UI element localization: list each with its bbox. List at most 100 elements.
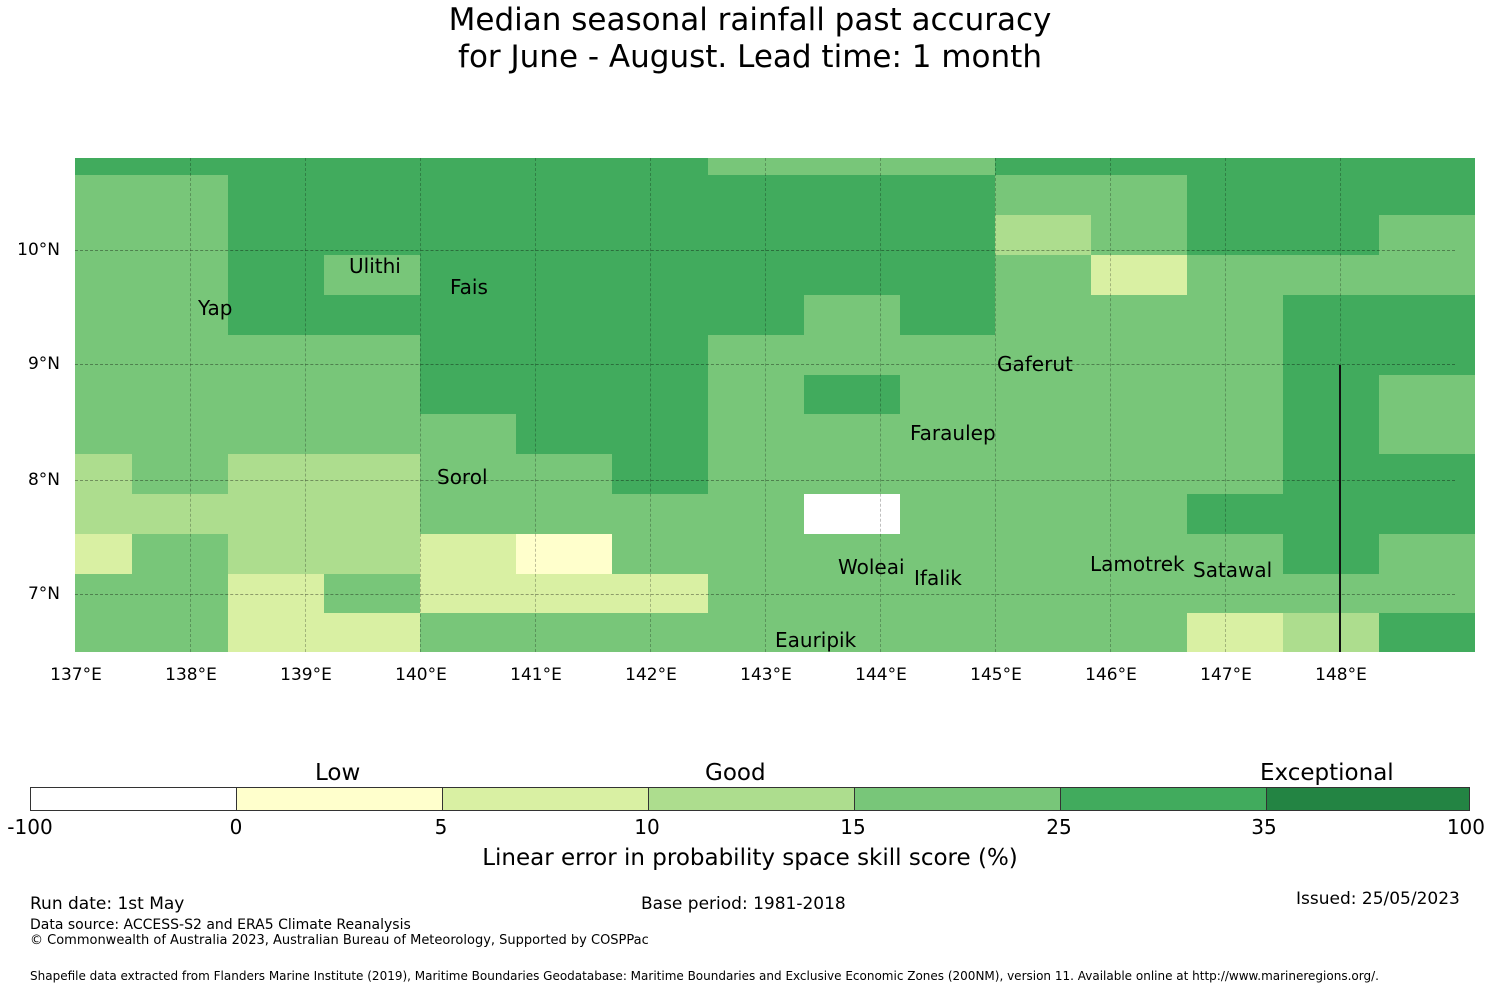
place-label: Lamotrek — [1090, 552, 1185, 576]
lon-label-141e: 141°E — [510, 665, 562, 685]
grid-cell — [1283, 215, 1379, 255]
grid-cell — [1187, 494, 1283, 534]
grid-cell — [75, 158, 132, 175]
grid-cell — [75, 295, 132, 335]
grid-cell — [324, 295, 420, 335]
grid-cell — [1187, 175, 1283, 215]
colorbar-tick: 5 — [434, 815, 448, 839]
grid-cell — [228, 255, 324, 295]
lat-label-8n: 8°N — [27, 470, 60, 490]
latitude-gridline — [75, 250, 1455, 251]
grid-cell — [420, 215, 516, 255]
place-label: Fais — [450, 275, 488, 299]
grid-cell — [420, 375, 516, 414]
colorbar-label: Linear error in probability space skill … — [482, 845, 1018, 871]
issued-date: Issued: 25/05/2023 — [1296, 889, 1460, 909]
grid-cell — [420, 414, 516, 454]
latitude-gridline — [75, 594, 1455, 595]
grid-cell — [804, 295, 900, 335]
grid-cell — [324, 574, 420, 613]
place-label: Ulithi — [349, 254, 401, 278]
grid-cell — [516, 295, 612, 335]
grid-cell — [132, 295, 228, 335]
grid-cell — [1187, 295, 1283, 335]
grid-cell — [995, 613, 1091, 652]
grid-cell — [900, 613, 995, 652]
grid-cell — [1283, 454, 1379, 494]
grid-cell — [804, 574, 900, 613]
grid-cell — [132, 494, 228, 534]
grid-cell — [228, 454, 324, 494]
colorbar-tick: 0 — [229, 815, 243, 839]
grid-cell — [516, 158, 612, 175]
shapefile-credit: Shapefile data extracted from Flanders M… — [30, 969, 1379, 983]
grid-cell — [995, 175, 1091, 215]
latitude-gridline — [75, 480, 1455, 481]
grid-cell — [516, 335, 612, 375]
grid-cell — [75, 215, 132, 255]
grid-cell — [132, 255, 228, 295]
grid-cell — [1187, 574, 1283, 613]
longitude-gridline — [1110, 158, 1111, 652]
grid-cell — [228, 215, 324, 255]
grid-cell — [228, 574, 324, 613]
grid-cell — [516, 574, 612, 613]
grid-cell — [516, 414, 612, 454]
grid-cell — [612, 574, 708, 613]
grid-cell — [900, 414, 995, 454]
grid-cell — [420, 454, 516, 494]
grid-cell — [900, 158, 995, 175]
colorbar-tick: 100 — [1446, 815, 1485, 839]
grid-cell — [324, 175, 420, 215]
grid-cell — [420, 494, 516, 534]
grid-cell — [1379, 375, 1475, 414]
grid-cell — [324, 158, 420, 175]
colorbar-segment — [443, 788, 649, 810]
grid-cell — [1283, 158, 1379, 175]
grid-cell — [1187, 375, 1283, 414]
grid-cell — [1187, 158, 1283, 175]
colorbar-tick: 25 — [1046, 815, 1072, 839]
grid-cell — [324, 613, 420, 652]
longitude-gridline — [650, 158, 651, 652]
latitude-gridline — [75, 364, 1455, 365]
grid-cell — [1091, 494, 1187, 534]
grid-cell — [995, 414, 1091, 454]
grid-cell — [612, 534, 708, 574]
grid-cell — [324, 414, 420, 454]
grid-cell — [1187, 534, 1283, 574]
longitude-gridline — [420, 158, 421, 652]
grid-cell — [708, 375, 804, 414]
grid-cell — [1283, 335, 1379, 375]
grid-cell — [420, 335, 516, 375]
grid-cell — [75, 255, 132, 295]
grid-cell — [1091, 375, 1187, 414]
grid-cell — [708, 414, 804, 454]
grid-cell — [324, 255, 420, 295]
grid-cell — [995, 375, 1091, 414]
colorbar-segment — [1267, 788, 1469, 810]
grid-cell — [1283, 534, 1379, 574]
grid-cell — [900, 215, 995, 255]
longitude-gridline — [305, 158, 306, 652]
lon-label-142e: 142°E — [625, 665, 677, 685]
grid-cell — [804, 613, 900, 652]
grid-cell — [1283, 375, 1379, 414]
chart-title-line-1: Median seasonal rainfall past accuracy — [448, 2, 1052, 38]
grid-cell — [75, 375, 132, 414]
grid-cell — [1187, 335, 1283, 375]
grid-cell — [1283, 295, 1379, 335]
colorbar-segment — [855, 788, 1061, 810]
grid-cell — [708, 454, 804, 494]
grid-cell — [324, 335, 420, 375]
lon-label-139e: 139°E — [280, 665, 332, 685]
lon-label-145e: 145°E — [970, 665, 1022, 685]
place-label: Ifalik — [914, 566, 962, 590]
grid-cell — [1379, 295, 1475, 335]
grid-cell — [228, 335, 324, 375]
grid-cell — [804, 158, 900, 175]
grid-cell — [1091, 255, 1187, 295]
lon-label-148e: 148°E — [1315, 665, 1367, 685]
colorbar — [30, 787, 1470, 811]
grid-cell — [1187, 454, 1283, 494]
